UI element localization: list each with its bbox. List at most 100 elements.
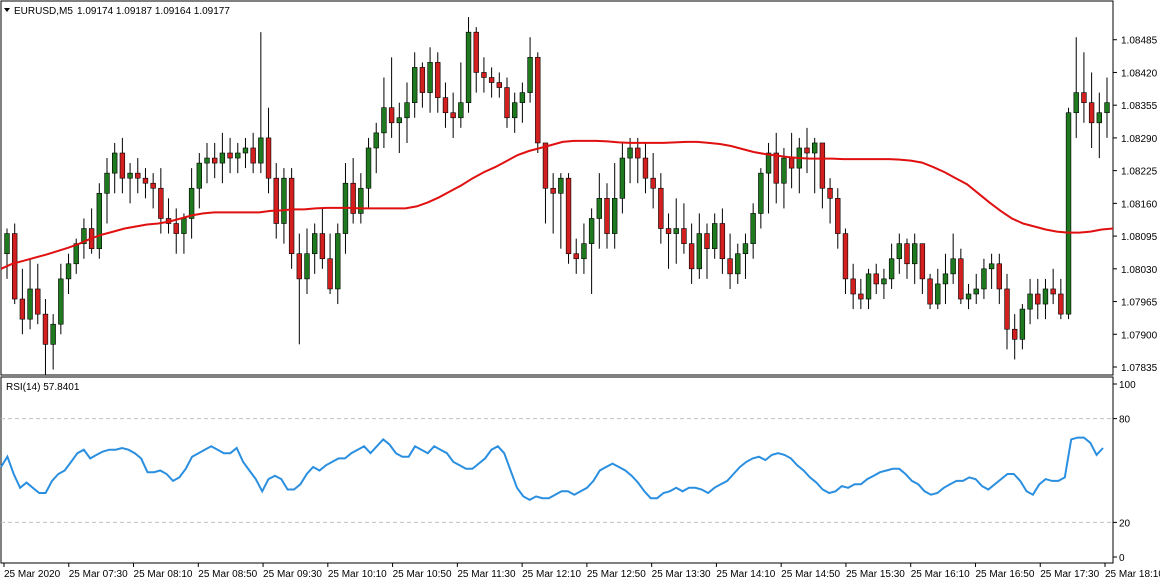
time-tick-label: 25 Mar 07:30 [69, 569, 128, 580]
candle-body [842, 233, 849, 280]
candle [450, 92, 456, 138]
candle [958, 248, 964, 305]
candle [581, 223, 587, 274]
candle-body [512, 102, 518, 119]
candle-body [1035, 293, 1041, 305]
price-tick-label: 1.08290 [1121, 134, 1158, 145]
candle [212, 142, 218, 179]
candle-body [281, 177, 287, 224]
candle-body [188, 187, 195, 219]
rsi-tick-label: 20 [1119, 518, 1131, 529]
candle-body [504, 87, 510, 119]
candle [688, 223, 695, 284]
candle-body [712, 223, 718, 249]
price-tick-label: 1.07835 [1121, 363, 1158, 374]
candle-body [104, 172, 110, 194]
candle-body [635, 147, 641, 159]
candle-body [304, 253, 310, 280]
candle [127, 163, 133, 204]
price-tick-label: 1.08420 [1121, 68, 1158, 79]
candle [1042, 278, 1049, 320]
price-tick-label: 1.07965 [1121, 298, 1158, 309]
candle [712, 213, 718, 259]
candle [312, 223, 318, 274]
candle [1004, 273, 1010, 350]
candle [704, 223, 710, 279]
candle-body [950, 258, 956, 275]
candle-body [696, 233, 702, 270]
candle [988, 253, 995, 289]
candle [473, 27, 479, 93]
candle [65, 253, 72, 294]
candle-body [212, 157, 218, 164]
candle-body [50, 323, 56, 345]
candle [658, 173, 664, 244]
candle [512, 92, 518, 133]
candle [1104, 77, 1110, 138]
candle [1012, 314, 1018, 360]
candle-body [481, 72, 487, 78]
candle-body [312, 233, 318, 255]
candle [4, 228, 10, 279]
candle-body [19, 298, 26, 320]
candle-body [119, 152, 126, 179]
candle-body [1096, 112, 1102, 124]
candle-body [227, 152, 233, 159]
candle [604, 183, 610, 249]
candle-body [135, 172, 141, 179]
candle [835, 188, 841, 249]
candle-body [196, 162, 202, 189]
candle [881, 268, 887, 300]
candle-body [765, 152, 772, 174]
candle [1081, 52, 1087, 123]
candle-body [988, 263, 995, 270]
candle [742, 233, 749, 279]
price-tick-label: 1.08485 [1121, 36, 1158, 47]
candle [358, 173, 364, 224]
candle [88, 208, 95, 254]
candle [204, 142, 210, 184]
candle-body [127, 172, 133, 179]
candle [1035, 278, 1041, 320]
candle [1096, 92, 1102, 159]
candle [458, 62, 464, 128]
candle [796, 137, 802, 194]
price-panel-frame [0, 0, 1114, 376]
candle [142, 168, 149, 199]
candle-body [412, 67, 418, 103]
candle [50, 314, 56, 370]
candle-body [888, 258, 895, 280]
time-tick-label: 25 Mar 16:10 [911, 569, 970, 580]
candle-body [465, 31, 472, 103]
candle-body [273, 177, 279, 224]
time-tick-label: 25 Mar 16:50 [975, 569, 1034, 580]
dropdown-triangle-icon[interactable] [4, 8, 10, 12]
time-tick-label: 25 Mar 10:10 [328, 569, 387, 580]
rsi-tick-label: 100 [1119, 380, 1136, 391]
candle-body [588, 218, 595, 244]
candle [635, 137, 641, 184]
candle [35, 263, 41, 325]
candle [1073, 37, 1079, 138]
candle-body [927, 278, 933, 305]
candle [781, 147, 787, 209]
candle-body [1073, 92, 1079, 114]
candle [642, 142, 649, 194]
candle-body [1081, 92, 1087, 103]
rsi-tick-label: 80 [1119, 415, 1131, 426]
candle [935, 268, 941, 310]
price-tick-label: 1.07900 [1121, 330, 1158, 341]
candle-body [565, 177, 572, 255]
candle [442, 82, 449, 128]
candle [350, 158, 356, 224]
symbol-label: EURUSD,M5 [14, 6, 73, 17]
candle-body [81, 228, 87, 244]
candle [735, 243, 741, 284]
candle [404, 82, 410, 143]
candle [412, 52, 418, 118]
candle-body [535, 57, 541, 144]
candle-body [358, 187, 364, 214]
candle-body [250, 147, 256, 164]
